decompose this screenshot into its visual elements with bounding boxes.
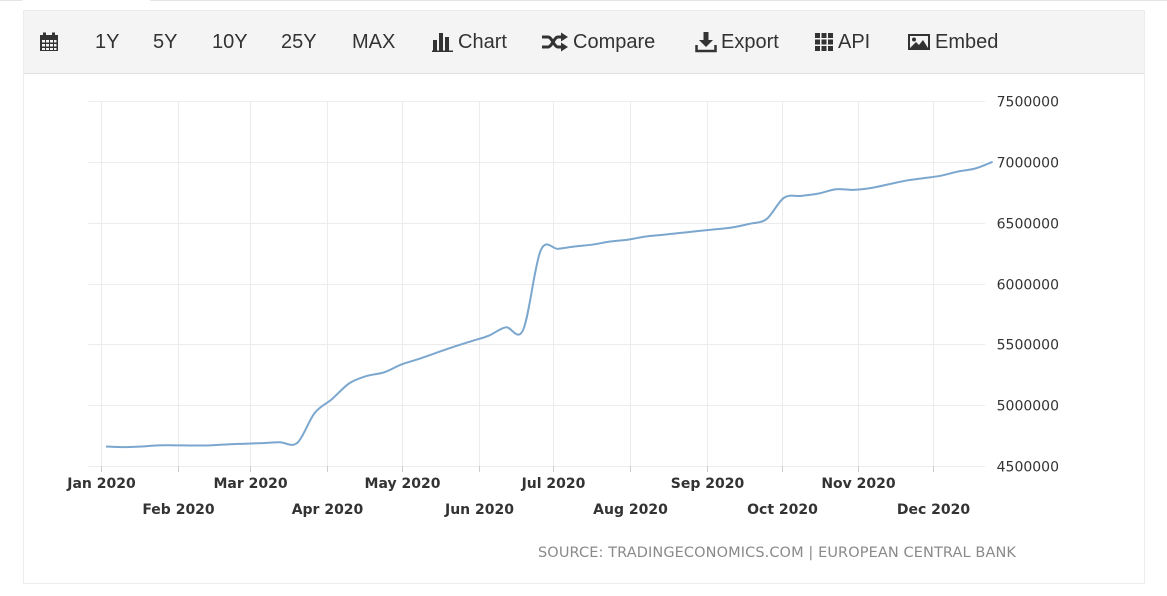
calendar-button[interactable] [39,11,63,73]
x-tick-label: Oct 2020 [747,502,818,518]
top-border [0,0,1167,3]
x-tick-label: Jun 2020 [444,502,514,518]
y-tick-layer: 7500000 7000000 6500000 6000000 5500000 50000… [997,95,1059,476]
x-tick-label: Jan 2020 [66,476,136,492]
chart-toolbar: 1Y 5Y 10Y 25Y MAX Chart Compare [24,11,1144,74]
y-tick-label: 7500000 [997,95,1059,111]
grid-icon [815,33,833,51]
api-button[interactable]: API [814,11,870,73]
x-tick-label: Aug 2020 [593,502,668,518]
x-tick-label: Mar 2020 [213,476,287,492]
y-tick-label: 7000000 [997,156,1059,172]
calendar-icon [40,32,58,51]
series-layer [105,160,993,449]
api-label: API [838,30,871,53]
x-tick-label: Jul 2020 [521,476,586,492]
chart-panel: 1Y 5Y 10Y 25Y MAX Chart Compare [23,10,1145,584]
range-max-label: MAX [352,30,396,53]
y-tick-label: 5000000 [997,399,1059,415]
range-max-button[interactable]: MAX [352,11,395,73]
shuffle-icon [542,32,568,52]
download-icon [695,32,717,53]
series-line[interactable] [105,160,993,449]
compare-label: Compare [573,30,656,53]
x-tick-label: Sep 2020 [671,476,745,492]
y-tick-label: 4500000 [997,460,1059,476]
range-10y-label: 10Y [212,30,248,53]
x-tick-label: Feb 2020 [142,502,215,518]
x-tick-label: Apr 2020 [292,502,364,518]
x-tick-label: Nov 2020 [821,476,896,492]
embed-button[interactable]: Embed [907,11,998,73]
source-attribution: SOURCE: TRADINGECONOMICS.COM | EUROPEAN … [538,545,1017,561]
top-border-segment [0,0,22,1]
y-tick-label: 5500000 [997,338,1059,354]
export-label: Export [721,30,779,53]
range-5y-label: 5Y [153,30,178,53]
embed-label: Embed [935,30,999,53]
chart-type-label: Chart [458,30,507,53]
range-25y-label: 25Y [281,30,317,53]
range-5y-button[interactable]: 5Y [153,11,177,73]
range-25y-button[interactable]: 25Y [281,11,317,73]
range-1y-label: 1Y [95,30,120,53]
grid-layer [88,101,985,472]
top-border-segment [150,0,1167,1]
y-tick-label: 6000000 [997,278,1059,294]
x-tick-label: Dec 2020 [897,502,971,518]
y-tick-label: 6500000 [997,217,1059,233]
bar-chart-icon [432,33,453,52]
range-1y-button[interactable]: 1Y [95,11,119,73]
export-button[interactable]: Export [695,11,779,73]
compare-button[interactable]: Compare [541,11,655,73]
x-tick-label: May 2020 [365,476,441,492]
chart-type-button[interactable]: Chart [432,11,507,73]
range-10y-button[interactable]: 10Y [212,11,248,73]
image-icon [908,34,930,50]
